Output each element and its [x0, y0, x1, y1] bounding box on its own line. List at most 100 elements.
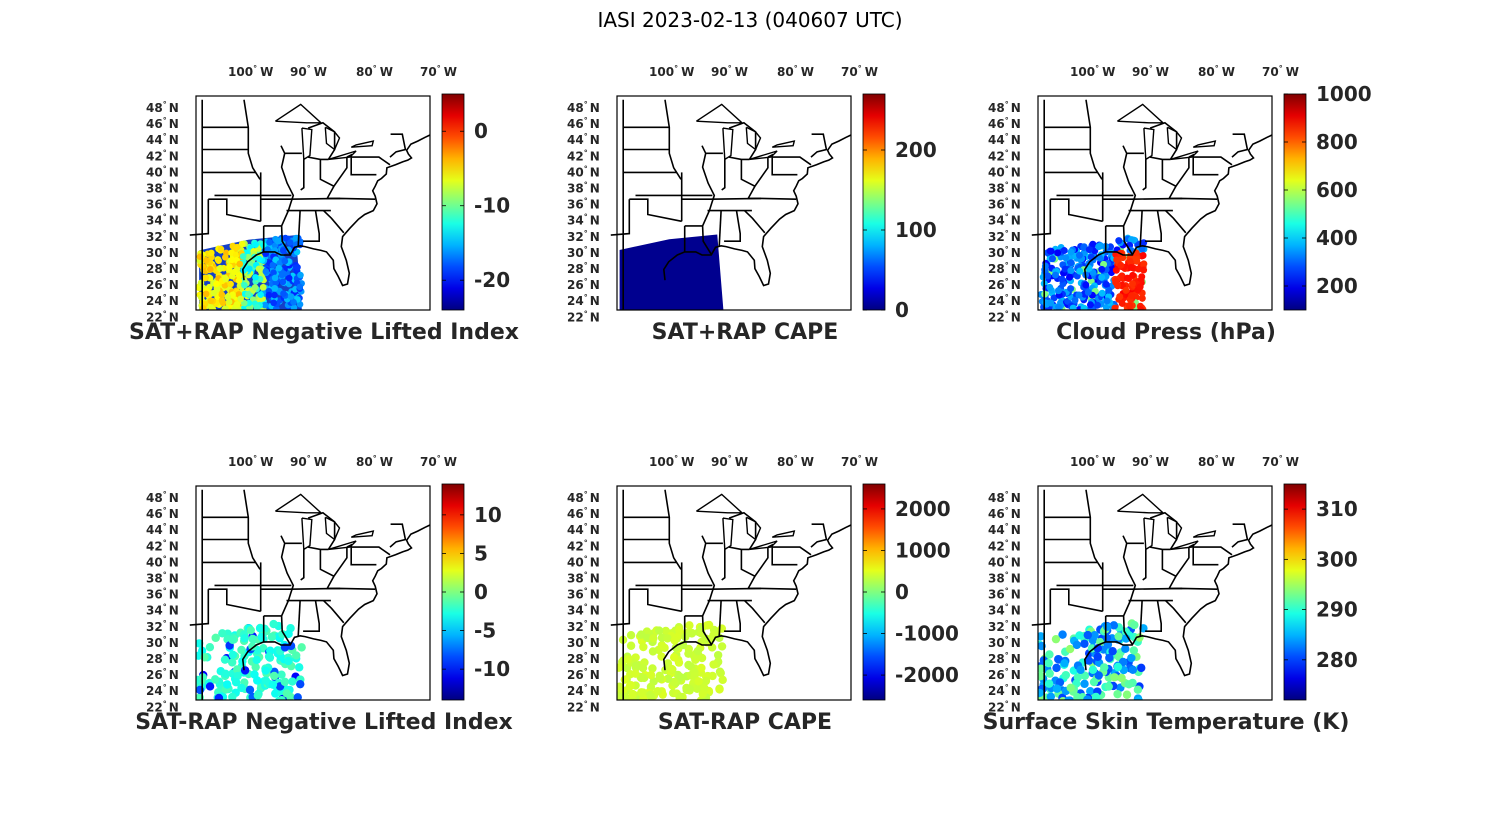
lat-tick-label: 26° N	[988, 667, 1021, 682]
lat-tick-label: 36° N	[567, 587, 600, 602]
lat-tick-label: 28° N	[567, 651, 600, 666]
lon-tick-label: 70° W	[1262, 64, 1299, 79]
map-panel-cloud-press: 100° W 90° W 80° W 70° W 48° N 46° N 44° N 42° N 40° N 38°…	[982, 40, 1442, 345]
lat-tick-label: 42° N	[988, 148, 1021, 163]
lat-tick-label: 30° N	[567, 245, 600, 260]
lat-tick-label: 42° N	[146, 148, 179, 163]
colorbar-tick-label: 1000	[1316, 82, 1372, 106]
map-figure: 100° W 90° W 80° W 70° W 48° N46° N44° N42° N40° N 38°…	[988, 454, 1358, 714]
lat-tick-label: 24° N	[567, 683, 600, 698]
lat-tick-label: 28° N	[567, 261, 600, 276]
lat-tick-label: 22° N	[988, 309, 1021, 324]
lat-tick-label: 40° N	[567, 554, 600, 569]
lat-tick-label: 26° N	[567, 277, 600, 292]
lat-tick-label: 38° N	[146, 181, 179, 196]
lat-tick-label: 40° N	[146, 164, 179, 179]
colorbar-tick-label: -5	[474, 619, 496, 643]
colorbar: -2000 -1000 0 1000 2000	[862, 483, 959, 701]
data-swath	[1038, 234, 1148, 310]
lat-tick-label: 32° N	[988, 229, 1021, 244]
lat-tick-label: 42° N	[567, 148, 600, 163]
map-basemap	[189, 99, 431, 310]
colorbar-tick-label: 0	[474, 580, 488, 604]
lon-tick-label: 90° W	[1132, 454, 1169, 469]
lat-tick-label: 46° N	[988, 116, 1021, 131]
lon-tick-label: 100° W	[1070, 454, 1115, 469]
lat-tick-label: 34° N	[988, 213, 1021, 228]
lat-tick-label: 36° N	[988, 587, 1021, 602]
lon-tick-label: 70° W	[420, 454, 457, 469]
lat-tick-label: 44° N	[567, 522, 600, 537]
colorbar-tick-label: 200	[1316, 274, 1358, 298]
lat-tick-label: 28° N	[146, 651, 179, 666]
colorbar-tick-label: -20	[474, 268, 510, 292]
panel-title: Cloud Press (hPa)	[1056, 320, 1276, 345]
lat-tick-label: 44° N	[146, 522, 179, 537]
lat-tick-label: 26° N	[146, 667, 179, 682]
colorbar-tick-label: 300	[1316, 547, 1358, 571]
lat-tick-label: 38° N	[988, 571, 1021, 586]
lat-tick-label: 22° N	[146, 309, 179, 324]
lat-tick-label: 30° N	[988, 245, 1021, 260]
lon-tick-label: 70° W	[1262, 454, 1299, 469]
lat-tick-label: 34° N	[567, 213, 600, 228]
colorbar-tick-label: 1000	[895, 538, 951, 562]
lon-tick-label: 70° W	[841, 454, 878, 469]
map-frame	[195, 95, 431, 311]
lat-tick-label: 46° N	[146, 506, 179, 521]
lat-tick-label: 32° N	[988, 619, 1021, 634]
map-panel-sat-minus-rap-cape: 100° W 90° W 80° W 70° W 48° N 46° N 44° N 42° N 40° N 38°…	[561, 430, 1021, 735]
lon-tick-label: 90° W	[290, 64, 327, 79]
colorbar: 200 400 600 800 1000	[1283, 82, 1372, 311]
colorbar: 280 290 300 310	[1283, 483, 1358, 701]
colorbar-tick-label: 310	[1316, 497, 1358, 521]
lat-tick-label: 24° N	[567, 293, 600, 308]
map-frame	[195, 485, 431, 701]
map-figure: 100° W 90° W 80° W 70° W 48° N46° N44° N42° N40° N 38°…	[567, 64, 937, 324]
colorbar: -10 -5 0 5 10	[441, 483, 510, 701]
lon-tick-label: 70° W	[841, 64, 878, 79]
lat-tick-label: 32° N	[146, 619, 179, 634]
lon-tick-label: 90° W	[290, 454, 327, 469]
colorbar-tick-label: -10	[474, 657, 510, 681]
lat-tick-label: 28° N	[146, 261, 179, 276]
lon-tick-label: 80° W	[1198, 454, 1235, 469]
lat-tick-label: 38° N	[146, 571, 179, 586]
colorbar-tick-label: 100	[895, 218, 937, 242]
colorbar-tick-label: 0	[895, 580, 909, 604]
lon-tick-label: 70° W	[420, 64, 457, 79]
lat-tick-label: 28° N	[988, 261, 1021, 276]
lat-tick-label: 22° N	[567, 309, 600, 324]
map-panel-surface-skin-temperature: 100° W 90° W 80° W 70° W 48° N 46° N 44° N 42° N 40° N 38°…	[982, 430, 1442, 735]
lon-tick-label: 80° W	[356, 64, 393, 79]
data-swath	[1038, 619, 1148, 700]
lat-tick-label: 30° N	[567, 635, 600, 650]
lat-tick-label: 42° N	[988, 538, 1021, 553]
lat-tick-label: 26° N	[146, 277, 179, 292]
map-basemap	[1031, 489, 1273, 700]
colorbar-tick-label: -1000	[895, 622, 959, 646]
lat-tick-label: 48° N	[988, 490, 1021, 505]
map-basemap	[610, 489, 852, 700]
lon-tick-label: 80° W	[777, 454, 814, 469]
figure-title: IASI 2023-02-13 (040607 UTC)	[597, 8, 903, 32]
lat-tick-label: 48° N	[146, 100, 179, 115]
lat-tick-label: 48° N	[146, 490, 179, 505]
colorbar: 0 -10 -20	[441, 93, 510, 311]
lat-tick-label: 34° N	[988, 603, 1021, 618]
lat-tick-label: 34° N	[567, 603, 600, 618]
map-frame	[616, 485, 852, 701]
colorbar-tick-label: 290	[1316, 598, 1358, 622]
lat-tick-label: 44° N	[567, 132, 600, 147]
lat-tick-label: 40° N	[988, 554, 1021, 569]
lat-tick-label: 36° N	[146, 587, 179, 602]
lat-tick-label: 24° N	[146, 683, 179, 698]
lat-tick-label: 26° N	[567, 667, 600, 682]
panel-title: Surface Skin Temperature (K)	[982, 710, 1350, 735]
colorbar-tick-label: 2000	[895, 497, 951, 521]
lon-tick-label: 80° W	[356, 454, 393, 469]
lat-tick-label: 32° N	[567, 229, 600, 244]
lat-tick-label: 46° N	[567, 506, 600, 521]
lon-tick-label: 90° W	[1132, 64, 1169, 79]
map-frame	[616, 95, 852, 311]
